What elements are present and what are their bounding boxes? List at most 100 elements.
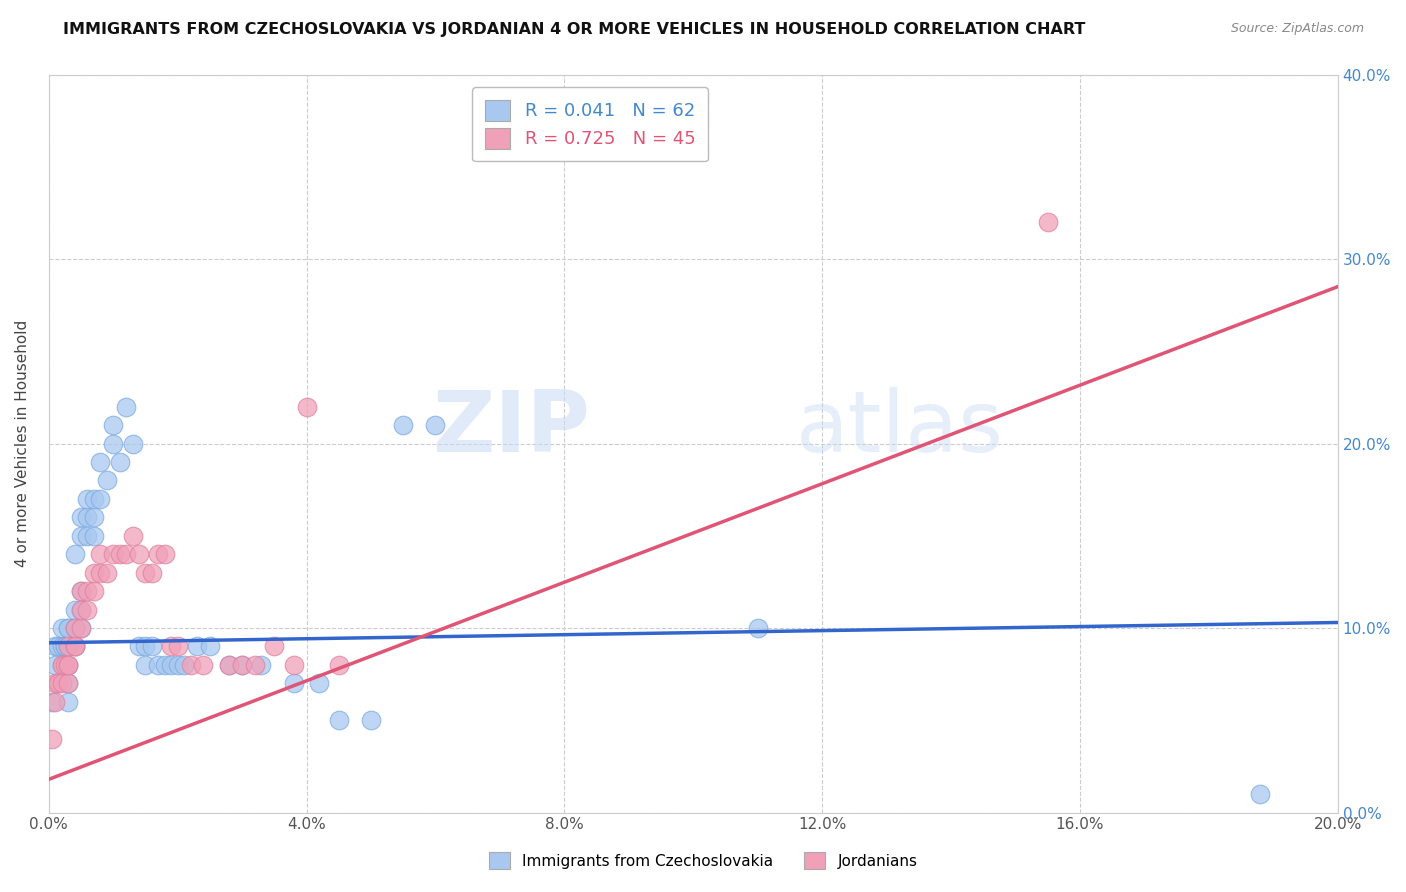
- Point: [89, 491, 111, 506]
- Point: [360, 713, 382, 727]
- Point: [392, 418, 415, 433]
- Point: [48, 676, 70, 690]
- Text: IMMIGRANTS FROM CZECHOSLOVAKIA VS JORDANIAN 4 OR MORE VEHICLES IN HOUSEHOLD CORR: IMMIGRANTS FROM CZECHOSLOVAKIA VS JORDAN…: [63, 22, 1085, 37]
- Point: [218, 657, 240, 672]
- Point: [70, 529, 93, 543]
- Point: [103, 418, 125, 433]
- Point: [1036, 215, 1059, 229]
- Point: [283, 676, 305, 690]
- Point: [243, 657, 266, 672]
- Point: [53, 640, 76, 654]
- Point: [160, 657, 183, 672]
- Point: [173, 657, 195, 672]
- Point: [283, 657, 305, 672]
- Text: atlas: atlas: [796, 387, 1004, 470]
- Point: [134, 566, 156, 580]
- Point: [134, 657, 156, 672]
- Point: [56, 657, 79, 672]
- Point: [76, 510, 98, 524]
- Point: [63, 640, 86, 654]
- Point: [76, 491, 98, 506]
- Point: [134, 640, 156, 654]
- Point: [63, 640, 86, 654]
- Point: [63, 602, 86, 616]
- Legend: R = 0.041   N = 62, R = 0.725   N = 45: R = 0.041 N = 62, R = 0.725 N = 45: [472, 87, 709, 161]
- Point: [56, 621, 79, 635]
- Point: [121, 529, 143, 543]
- Point: [41, 731, 63, 746]
- Point: [103, 436, 125, 450]
- Point: [121, 436, 143, 450]
- Point: [89, 547, 111, 561]
- Point: [186, 640, 208, 654]
- Point: [56, 621, 79, 635]
- Point: [70, 602, 93, 616]
- Point: [76, 602, 98, 616]
- Point: [51, 657, 73, 672]
- Point: [89, 566, 111, 580]
- Point: [141, 640, 163, 654]
- Point: [56, 676, 79, 690]
- Point: [63, 547, 86, 561]
- Point: [198, 640, 221, 654]
- Point: [166, 640, 188, 654]
- Point: [328, 713, 350, 727]
- Point: [128, 640, 150, 654]
- Point: [115, 547, 138, 561]
- Point: [70, 621, 93, 635]
- Point: [53, 657, 76, 672]
- Point: [328, 657, 350, 672]
- Point: [128, 547, 150, 561]
- Point: [103, 547, 125, 561]
- Point: [193, 657, 215, 672]
- Point: [53, 640, 76, 654]
- Point: [63, 621, 86, 635]
- Point: [148, 657, 170, 672]
- Point: [70, 510, 93, 524]
- Point: [44, 657, 66, 672]
- Point: [263, 640, 285, 654]
- Point: [108, 547, 131, 561]
- Point: [70, 584, 93, 599]
- Point: [83, 510, 105, 524]
- Point: [425, 418, 447, 433]
- Point: [250, 657, 273, 672]
- Point: [295, 400, 318, 414]
- Point: [56, 657, 79, 672]
- Point: [308, 676, 330, 690]
- Point: [70, 621, 93, 635]
- Text: ZIP: ZIP: [432, 387, 591, 470]
- Point: [51, 621, 73, 635]
- Y-axis label: 4 or more Vehicles in Household: 4 or more Vehicles in Household: [15, 320, 30, 567]
- Point: [44, 640, 66, 654]
- Point: [70, 602, 93, 616]
- Point: [166, 657, 188, 672]
- Point: [115, 400, 138, 414]
- Point: [56, 695, 79, 709]
- Point: [83, 529, 105, 543]
- Point: [76, 584, 98, 599]
- Point: [153, 547, 176, 561]
- Point: [180, 657, 202, 672]
- Point: [83, 491, 105, 506]
- Point: [96, 474, 118, 488]
- Point: [70, 584, 93, 599]
- Point: [51, 640, 73, 654]
- Point: [48, 640, 70, 654]
- Point: [231, 657, 253, 672]
- Point: [44, 676, 66, 690]
- Legend: Immigrants from Czechoslovakia, Jordanians: Immigrants from Czechoslovakia, Jordania…: [482, 846, 924, 875]
- Point: [89, 455, 111, 469]
- Point: [96, 566, 118, 580]
- Point: [231, 657, 253, 672]
- Point: [48, 676, 70, 690]
- Point: [148, 547, 170, 561]
- Point: [83, 566, 105, 580]
- Point: [153, 657, 176, 672]
- Point: [160, 640, 183, 654]
- Point: [63, 621, 86, 635]
- Point: [747, 621, 769, 635]
- Point: [56, 676, 79, 690]
- Point: [56, 657, 79, 672]
- Point: [1249, 787, 1271, 801]
